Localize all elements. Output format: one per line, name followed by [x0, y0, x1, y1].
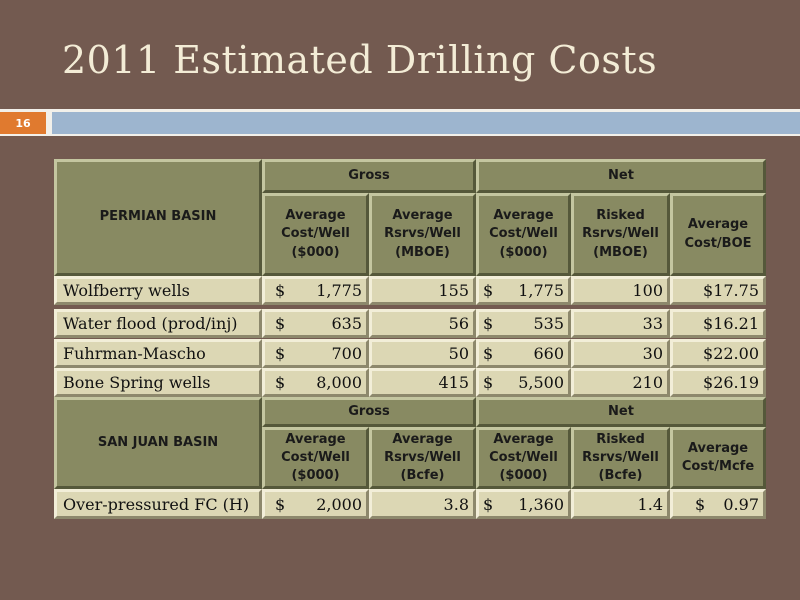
- permian-row-1-name: Wolfberry wells: [54, 276, 262, 305]
- value: 1,775: [316, 281, 362, 300]
- permian-row-4-net-cost: $5,500: [476, 368, 571, 397]
- sanjuan-col-gross-rsrv: Average Rsrvs/Well (Bcfe): [369, 427, 476, 489]
- permian-row-1-gross-cost: $1,775: [262, 276, 369, 305]
- value: 0.97: [723, 494, 759, 514]
- accent-bar: [52, 112, 800, 134]
- permian-row-4-gross-rsrv: 415: [369, 368, 476, 397]
- permian-col-net-rsrv: Risked Rsrvs/Well (MBOE): [571, 193, 670, 276]
- permian-col-net-cost: Average Cost/Well ($000): [476, 193, 571, 276]
- sanjuan-row-1-gross-rsrv: 3.8: [369, 489, 476, 519]
- sanjuan-col-gross-cost: Average Cost/Well ($000): [262, 427, 369, 489]
- permian-basin-header: PERMIAN BASIN: [54, 159, 262, 276]
- dollar-sign: $: [483, 494, 494, 514]
- permian-row-2-gross-cost: $635: [262, 309, 369, 338]
- dollar-sign: $: [483, 373, 494, 392]
- dollar-sign: $: [483, 344, 494, 363]
- permian-row-1-net-cost: $1,775: [476, 276, 571, 305]
- sanjuan-row-1-net-cost: $1,360: [476, 489, 571, 519]
- permian-col-gross-rsrv: Average Rsrvs/Well (MBOE): [369, 193, 476, 276]
- permian-row-3-cost-boe: $22.00: [670, 339, 766, 368]
- permian-row-3-name: Fuhrman-Mascho: [54, 339, 262, 368]
- permian-row-1-gross-rsrv: 155: [369, 276, 476, 305]
- sanjuan-row-1-gross-cost: $2,000: [262, 489, 369, 519]
- permian-row-3-net-cost: $660: [476, 339, 571, 368]
- sanjuan-col-net-rsrv: Risked Rsrvs/Well (Bcfe): [571, 427, 670, 489]
- permian-row-4-cost-boe: $26.19: [670, 368, 766, 397]
- value: 700: [331, 344, 362, 363]
- value: 535: [533, 314, 564, 333]
- permian-col-gross-cost: Average Cost/Well ($000): [262, 193, 369, 276]
- permian-row-4-name: Bone Spring wells: [54, 368, 262, 397]
- sanjuan-gross-header: Gross: [262, 397, 476, 427]
- dollar-sign: $: [275, 314, 286, 333]
- slide-title: 2011 Estimated Drilling Costs: [62, 38, 658, 82]
- permian-row-4-net-rsrv: 210: [571, 368, 670, 397]
- dollar-sign: $: [275, 281, 286, 300]
- bottom-divider: [0, 134, 800, 136]
- permian-row-2-cost-boe: $16.21: [670, 309, 766, 338]
- permian-row-4-gross-cost: $8,000: [262, 368, 369, 397]
- sanjuan-col-cost-mcfe: Average Cost/Mcfe: [670, 427, 766, 489]
- permian-row-1-cost-boe: $17.75: [670, 276, 766, 305]
- permian-row-3-gross-cost: $700: [262, 339, 369, 368]
- sanjuan-row-1-net-rsrv: 1.4: [571, 489, 670, 519]
- dollar-sign: $: [275, 373, 286, 392]
- value: 2,000: [316, 494, 362, 514]
- permian-row-2-net-rsrv: 33: [571, 309, 670, 338]
- value: 1,775: [518, 281, 564, 300]
- value: 660: [533, 344, 564, 363]
- value: 635: [331, 314, 362, 333]
- dollar-sign: $: [695, 494, 706, 514]
- permian-net-header: Net: [476, 159, 766, 193]
- sanjuan-net-header: Net: [476, 397, 766, 427]
- value: 5,500: [518, 373, 564, 392]
- page-number-badge: 16: [0, 112, 46, 134]
- permian-row-2-name: Water flood (prod/inj): [54, 309, 262, 338]
- permian-row-2-gross-rsrv: 56: [369, 309, 476, 338]
- sanjuan-basin-header: SAN JUAN BASIN: [54, 397, 262, 489]
- dollar-sign: $: [483, 314, 494, 333]
- value: 1,360: [518, 494, 564, 514]
- sanjuan-col-net-cost: Average Cost/Well ($000): [476, 427, 571, 489]
- dollar-sign: $: [275, 494, 286, 514]
- dollar-sign: $: [275, 344, 286, 363]
- permian-gross-header: Gross: [262, 159, 476, 193]
- dollar-sign: $: [483, 281, 494, 300]
- permian-col-cost-boe: Average Cost/BOE: [670, 193, 766, 276]
- top-divider: [0, 109, 800, 112]
- permian-row-3-net-rsrv: 30: [571, 339, 670, 368]
- sanjuan-row-1-name: Over-pressured FC (H): [54, 489, 262, 519]
- permian-row-2-net-cost: $535: [476, 309, 571, 338]
- sanjuan-row-1-cost-mcfe: $0.97: [670, 489, 766, 519]
- permian-row-3-gross-rsrv: 50: [369, 339, 476, 368]
- badge-gap: [46, 112, 52, 134]
- permian-row-1-net-rsrv: 100: [571, 276, 670, 305]
- value: 8,000: [316, 373, 362, 392]
